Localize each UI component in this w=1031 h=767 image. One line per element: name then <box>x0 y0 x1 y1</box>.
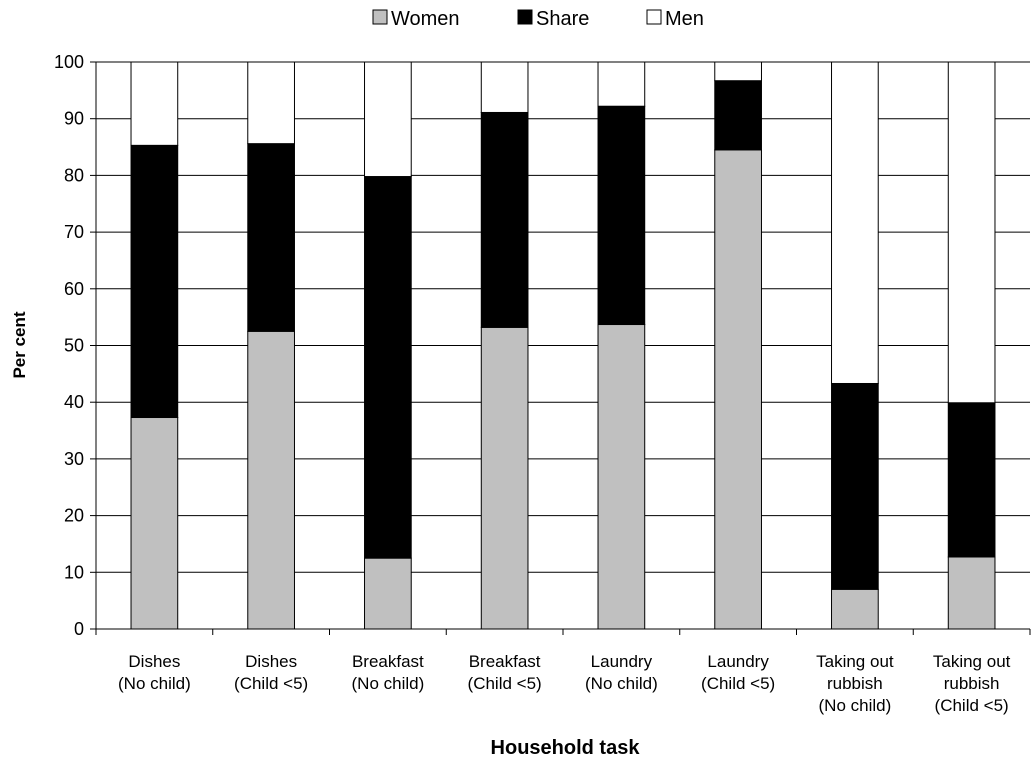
legend-swatch-women <box>372 9 388 25</box>
bar-segment-men <box>947 61 996 404</box>
gridlines <box>96 61 1030 630</box>
category-label: Laundry (No child) <box>585 652 658 693</box>
category-label-line: (Child <5) <box>701 674 775 693</box>
bar-segment-women <box>247 330 295 630</box>
bar-segment-men <box>831 61 879 384</box>
bar-segment-women <box>480 326 529 630</box>
category-label-line: (No child) <box>352 674 425 693</box>
legend-swatch-share <box>517 9 533 25</box>
x-axis-title: Household task <box>491 737 641 759</box>
bar-segment-share <box>480 111 529 328</box>
bar-segment-share <box>947 402 996 558</box>
y-tick-label: 100 <box>54 52 84 72</box>
bar-segment-women <box>714 149 762 630</box>
category-label: Breakfast (No child) <box>352 652 425 693</box>
bar-segment-women <box>947 556 996 630</box>
bars <box>130 61 996 630</box>
category-label: Taking out rubbish (Child <5) <box>933 652 1011 715</box>
bar-segment-share <box>714 80 762 151</box>
category-label: Laundry (Child <5) <box>701 652 775 693</box>
legend-label-men: Men <box>665 8 704 30</box>
bar-segment-share <box>247 143 295 332</box>
y-tick-label: 50 <box>64 336 84 356</box>
category-label-line: (No child) <box>585 674 658 693</box>
category-label: Dishes (No child) <box>118 652 191 693</box>
category-label-line: Dishes <box>245 652 297 671</box>
category-label-line: Breakfast <box>469 652 541 671</box>
y-tick-label: 0 <box>74 619 84 639</box>
bar-segment-share <box>597 105 646 326</box>
bar-segment-share <box>364 176 412 559</box>
y-tick-label: 80 <box>64 165 84 185</box>
bar-segment-women <box>130 417 179 630</box>
category-label-line: Laundry <box>591 652 653 671</box>
y-tick-labels: 0 10 20 30 40 50 60 70 80 90 100 <box>54 52 84 639</box>
axes <box>90 61 1031 635</box>
legend-label-women: Women <box>391 8 460 30</box>
category-label-line: (No child) <box>819 696 892 715</box>
y-tick-label: 90 <box>64 109 84 129</box>
category-label-line: Breakfast <box>352 652 424 671</box>
category-label-line: Taking out <box>933 652 1011 671</box>
category-label-line: (Child <5) <box>935 696 1009 715</box>
bar-segment-men <box>597 61 646 107</box>
category-label-line: Laundry <box>707 652 769 671</box>
category-label-line: Dishes <box>128 652 180 671</box>
category-label-line: (Child <5) <box>468 674 542 693</box>
category-label: Breakfast (Child <5) <box>468 652 542 693</box>
category-labels: Dishes (No child)Dishes (Child <5)Breakfas… <box>118 652 1011 715</box>
category-label: Taking out rubbish (No child) <box>816 652 894 715</box>
category-label-line: rubbish <box>827 674 883 693</box>
y-tick-label: 10 <box>64 562 84 582</box>
y-tick-label: 30 <box>64 449 84 469</box>
category-label: Dishes (Child <5) <box>234 652 308 693</box>
category-label-line: Taking out <box>816 652 894 671</box>
category-label-line: rubbish <box>944 674 1000 693</box>
legend-swatch-men <box>646 9 662 25</box>
bar-segment-men <box>364 61 412 178</box>
bar-segment-women <box>364 557 412 630</box>
legend: Women Share Men <box>372 8 704 30</box>
bar-segment-share <box>831 382 879 590</box>
y-tick-label: 40 <box>64 392 84 412</box>
bar-segment-men <box>247 61 295 145</box>
bar-segment-women <box>597 324 646 630</box>
y-axis-title: Per cent <box>10 311 29 378</box>
category-label-line: (No child) <box>118 674 191 693</box>
bar-segment-women <box>831 588 879 630</box>
y-tick-label: 70 <box>64 222 84 242</box>
y-tick-label: 60 <box>64 279 84 299</box>
bar-segment-men <box>714 61 762 82</box>
y-tick-label: 20 <box>64 506 84 526</box>
bar-segment-men <box>480 61 529 113</box>
category-label-line: (Child <5) <box>234 674 308 693</box>
legend-label-share: Share <box>536 8 589 30</box>
bar-segment-share <box>130 144 179 419</box>
bar-segment-men <box>130 61 179 146</box>
